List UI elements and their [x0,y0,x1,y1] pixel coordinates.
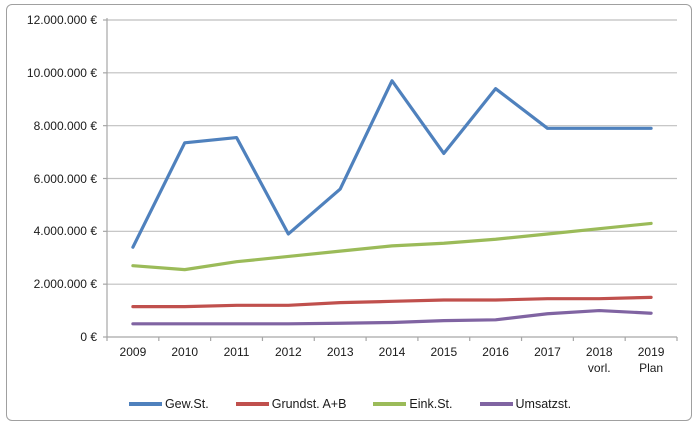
x-axis-label-line1: 2015 [430,345,458,359]
legend-swatch-eink-st [373,402,407,406]
x-axis-label-line1: 2010 [171,345,199,359]
x-axis-label-line1: 2014 [378,345,406,359]
series-line-gew-st [131,79,653,249]
x-axis-label-2019-plan: 2019 Plan [619,344,683,376]
x-axis-label-line2: vorl. [587,361,611,375]
x-axis-label-2012: 2012 [256,344,320,360]
x-axis-label-2011: 2011 [205,344,269,360]
legend-label: Gew.St. [164,397,209,411]
x-axis-label-2015: 2015 [412,344,476,360]
x-axis-label-2018-vorl: 2018 vorl. [567,344,631,376]
y-axis-tick-label: 8.000.000 € [33,118,97,133]
x-axis-label-line1: 2012 [275,345,302,359]
legend-item-gew-st: Gew.St. [128,397,209,411]
x-axis-label-2014: 2014 [360,344,424,360]
chart-frame [6,4,692,421]
x-axis-label-2010: 2010 [153,344,217,360]
chart-legend: Gew.St. Grundst. A+B Eink.St. Umsatzst. [0,397,700,411]
series-line-umsatzst [131,308,653,326]
y-axis-tick-label: 0 € [80,330,97,344]
legend-label: Grundst. A+B [271,397,347,411]
legend-label: Eink.St. [409,397,453,411]
legend-swatch-grundst-a-b [235,402,269,406]
legend-item-grundst-a-b: Grundst. A+B [235,397,347,411]
y-axis-tick-label: 2.000.000 € [33,277,97,292]
series-line-grundst-a-b [131,295,653,309]
x-axis-label-2009: 2009 [101,344,165,360]
x-axis-label-line1: 2018 [585,345,613,359]
x-axis-label-2016: 2016 [464,344,528,360]
legend-item-umsatzst: Umsatzst. [479,397,572,411]
x-axis-label-line1: 2011 [223,345,250,359]
x-axis-label-line1: 2013 [326,345,354,359]
series-line-eink-st [131,221,653,272]
x-axis-label-2017: 2017 [515,344,579,360]
legend-label: Umsatzst. [515,397,572,411]
y-axis-tick-label: 4.000.000 € [33,224,97,239]
legend-swatch-umsatzst [479,402,513,406]
legend-swatch-gew-st [128,402,162,406]
x-axis-label-line1: 2017 [534,345,561,359]
y-axis-tick-label: 10.000.000 € [26,65,97,80]
x-axis-label-2013: 2013 [308,344,372,360]
x-axis-label-line2: Plan [639,361,664,375]
y-axis-tick-label: 12.000.000 € [26,13,97,27]
x-axis-label-line1: 2016 [482,345,509,359]
legend-item-eink-st: Eink.St. [373,397,453,411]
x-axis-label-line1: 2019 [637,345,665,359]
x-axis-label-line1: 2009 [119,345,147,359]
y-axis-tick-label: 6.000.000 € [33,171,97,186]
